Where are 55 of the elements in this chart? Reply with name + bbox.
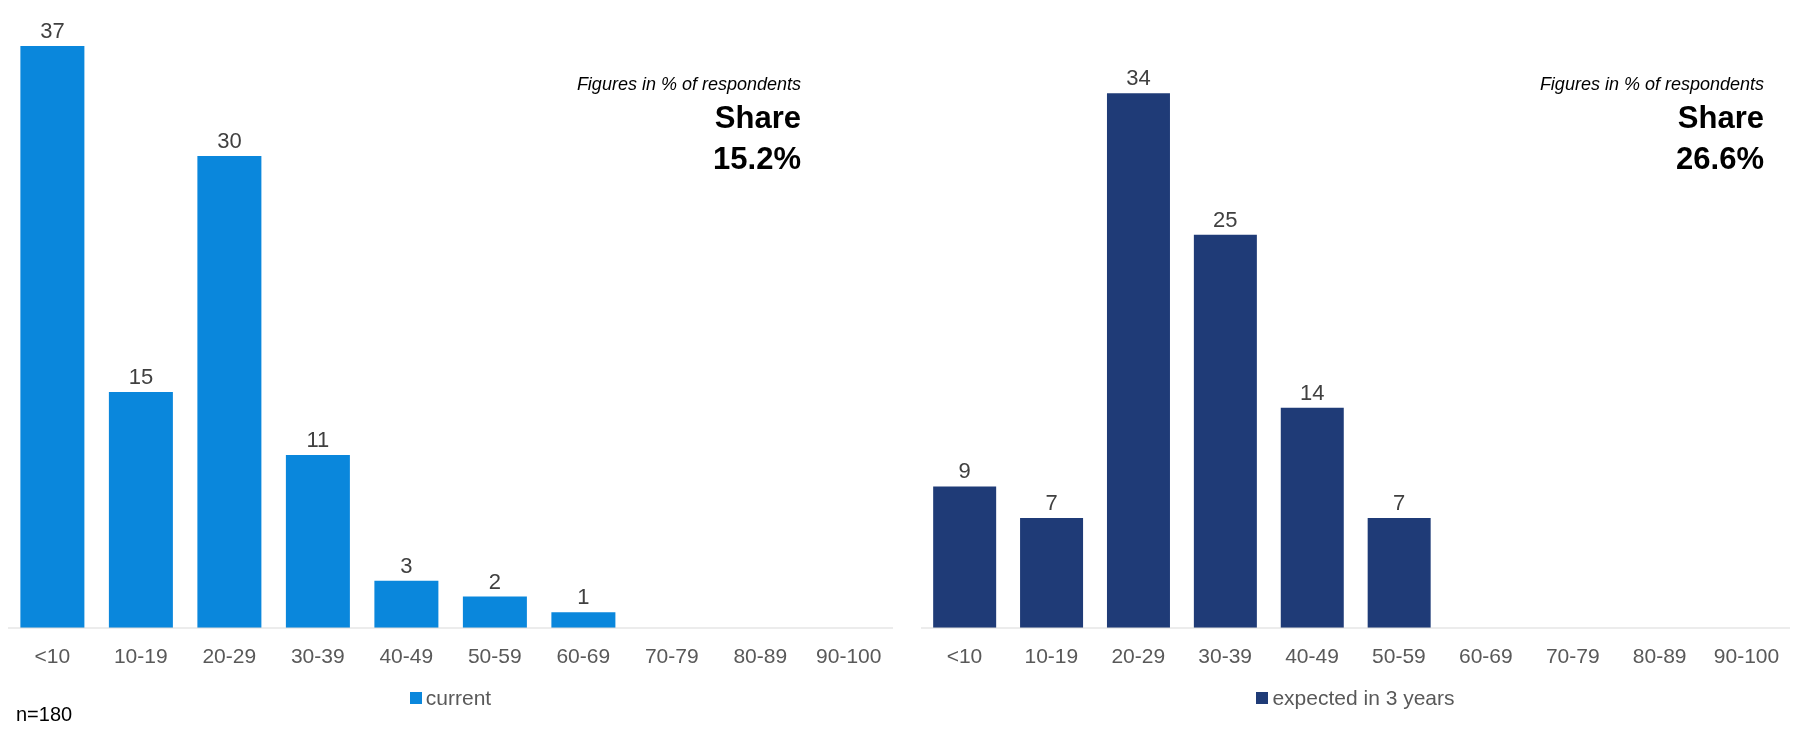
data-label: 30 (217, 128, 242, 154)
x-tick-label: 40-49 (1285, 643, 1339, 667)
x-tick-label: 80-89 (1632, 643, 1687, 667)
data-label: 34 (1126, 65, 1151, 91)
bar (1280, 407, 1344, 628)
x-tick-label: 90-100 (1713, 643, 1780, 667)
text: n=180 (16, 703, 73, 726)
x-tick-label: 50-59 (1372, 643, 1426, 667)
annotation: Figures in % of respondents (1539, 74, 1764, 95)
data-label: 7 (1393, 489, 1406, 515)
data-label: 15 (128, 364, 154, 390)
x-tick-label: 10-19 (1024, 643, 1079, 667)
data-label: 1 (577, 584, 590, 610)
x-tick-label: <10 (946, 643, 983, 667)
bar (1193, 234, 1257, 628)
annotation: Share (1677, 100, 1764, 136)
data-label: 14 (1300, 379, 1325, 405)
bar (108, 392, 173, 628)
data-label: 2 (488, 568, 502, 594)
legend-label: expected in 3 years (1272, 686, 1455, 710)
annotation: 26.6% (1676, 141, 1764, 177)
bar (374, 580, 439, 628)
x-tick-label: <10 (34, 643, 71, 667)
x-tick-label: 40-49 (379, 643, 434, 667)
x-tick-label: 80-89 (733, 643, 788, 667)
data-label: 25 (1213, 206, 1238, 232)
bar (20, 46, 85, 628)
x-tick-label: 70-79 (644, 643, 699, 667)
data-label: 7 (1045, 489, 1058, 515)
annotation: Figures in % of respondents (576, 74, 801, 95)
bar (1020, 517, 1084, 628)
bar (462, 596, 527, 628)
data-label: 11 (306, 426, 330, 452)
bar (1367, 517, 1431, 628)
data-label: 37 (40, 18, 65, 43)
bar (933, 486, 997, 628)
data-label: 9 (958, 458, 971, 484)
x-tick-label: 60-69 (556, 643, 611, 667)
legend-label: current (425, 686, 492, 710)
x-tick-label: 20-29 (1111, 643, 1166, 667)
data-label: 3 (400, 552, 413, 578)
x-tick-label: 70-79 (1545, 643, 1600, 667)
x-tick-label: 90-100 (816, 643, 882, 667)
x-tick-label: 50-59 (467, 643, 522, 667)
x-tick-label: 10-19 (113, 643, 168, 667)
bar (197, 156, 262, 628)
bar (285, 454, 350, 628)
x-tick-label: 30-39 (290, 643, 345, 667)
x-tick-label: 30-39 (1198, 643, 1253, 667)
bar (1106, 93, 1170, 628)
annotation: 15.2% (713, 141, 801, 177)
bar (551, 612, 616, 628)
x-tick-label: 60-69 (1458, 643, 1513, 667)
x-tick-label: 20-29 (202, 643, 257, 667)
annotation: Share (714, 100, 801, 136)
